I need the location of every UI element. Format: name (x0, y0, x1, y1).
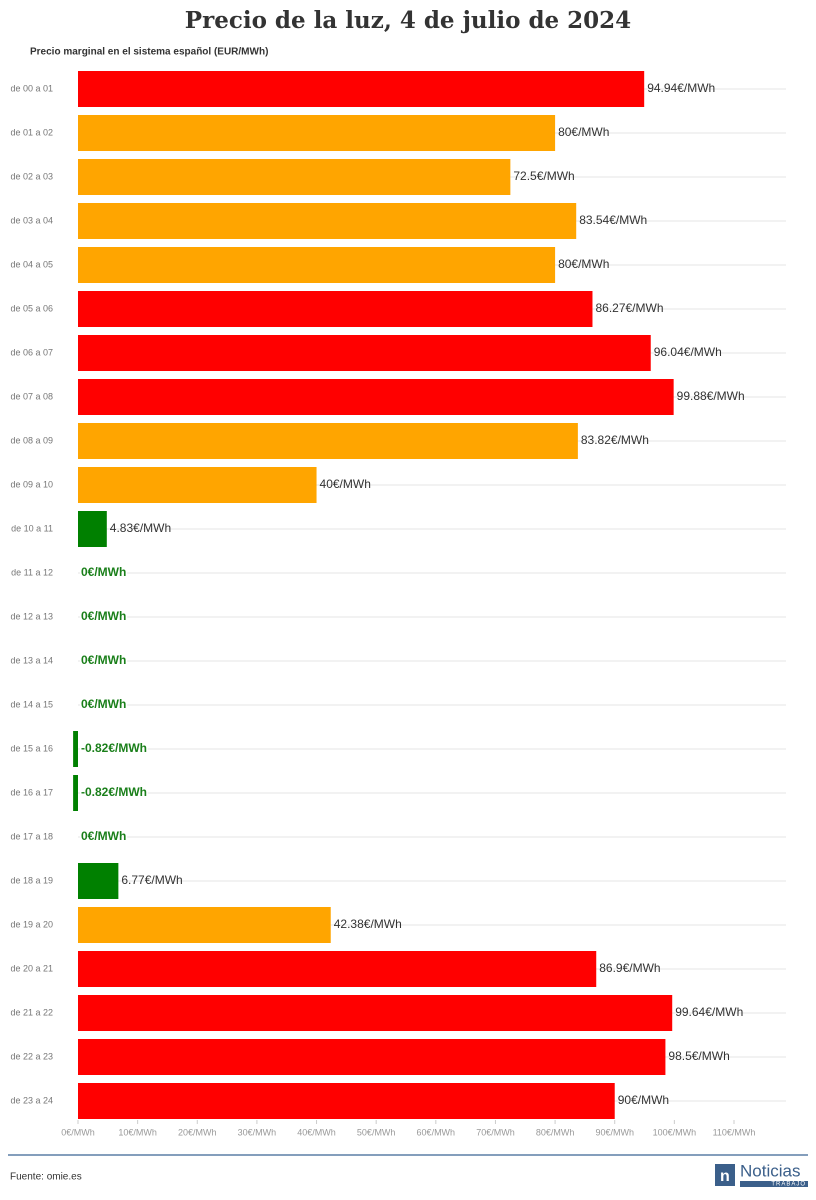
bar (78, 995, 673, 1031)
bar (73, 775, 78, 811)
bar (78, 1039, 666, 1075)
value-label: 0€/MWh (81, 829, 126, 843)
y-tick-label: de 20 a 21 (10, 963, 53, 973)
x-tick-label: 40€/MWh (297, 1127, 336, 1137)
x-tick-label: 70€/MWh (476, 1127, 515, 1137)
y-tick-label: de 09 a 10 (10, 479, 53, 489)
bar (73, 731, 78, 767)
x-tick-label: 100€/MWh (653, 1127, 697, 1137)
logo-icon-letter: n (720, 1168, 730, 1185)
value-label: 0€/MWh (81, 565, 126, 579)
y-tick-label: de 23 a 24 (10, 1095, 53, 1105)
y-tick-label: de 10 a 11 (11, 523, 53, 533)
y-tick-label: de 07 a 08 (10, 391, 53, 401)
y-tick-label: de 11 a 12 (11, 567, 53, 577)
value-label: 99.64€/MWh (675, 1005, 743, 1019)
bar (78, 511, 107, 547)
bar (78, 335, 651, 371)
bar (78, 863, 119, 899)
logo-icon (715, 1164, 735, 1186)
x-tick-label: 60€/MWh (417, 1127, 456, 1137)
value-label: 4.83€/MWh (110, 521, 171, 535)
x-tick-label: 30€/MWh (238, 1127, 277, 1137)
logo-name: Noticias (740, 1161, 800, 1180)
y-tick-label: de 21 a 22 (10, 1007, 53, 1017)
chart-subtitle: Precio marginal en el sistema español (E… (30, 47, 268, 58)
value-label: 90€/MWh (618, 1093, 669, 1107)
source: Fuente: omie.es (10, 1172, 82, 1183)
y-tick-label: de 01 a 02 (10, 127, 53, 137)
y-tick-label: de 00 a 01 (10, 83, 53, 93)
bar (78, 951, 597, 987)
y-tick-label: de 18 a 19 (10, 875, 53, 885)
value-label: 96.04€/MWh (654, 345, 722, 359)
y-tick-label: de 17 a 18 (10, 831, 53, 841)
value-label: 99.88€/MWh (677, 389, 745, 403)
value-label: 72.5€/MWh (513, 169, 574, 183)
value-label: 0€/MWh (81, 697, 126, 711)
bar (78, 423, 578, 459)
value-label: 0€/MWh (81, 609, 126, 623)
bar (78, 379, 674, 415)
value-label: -0.82€/MWh (81, 785, 147, 799)
x-tick-label: 110€/MWh (713, 1127, 756, 1137)
y-tick-label: de 19 a 20 (10, 919, 53, 929)
y-tick-label: de 15 a 16 (10, 743, 53, 753)
value-label: 94.94€/MWh (647, 81, 715, 95)
y-tick-label: de 22 a 23 (10, 1051, 53, 1061)
bar (78, 203, 577, 239)
bar (78, 1083, 615, 1119)
y-tick-label: de 14 a 15 (10, 699, 53, 709)
x-tick-label: 20€/MWh (178, 1127, 217, 1137)
logo-bar (740, 1181, 808, 1187)
y-tick-label: de 13 a 14 (10, 655, 53, 665)
bar (78, 907, 331, 943)
y-tick-label: de 03 a 04 (10, 215, 53, 225)
logo-sub: TRABAJO (771, 1182, 806, 1188)
value-label: 83.82€/MWh (581, 433, 649, 447)
bar (78, 467, 317, 503)
y-tick-label: de 08 a 09 (10, 435, 53, 445)
value-label: 80€/MWh (558, 257, 609, 271)
chart-title: Precio de la luz, 4 de julio de 2024 (185, 7, 631, 34)
value-label: 42.38€/MWh (334, 917, 402, 931)
x-tick-label: 10€/MWh (118, 1127, 157, 1137)
y-tick-label: de 12 a 13 (10, 611, 53, 621)
y-tick-label: de 16 a 17 (10, 787, 53, 797)
y-tick-label: de 05 a 06 (10, 303, 53, 313)
value-label: 0€/MWh (81, 653, 126, 667)
value-label: 86.27€/MWh (595, 301, 663, 315)
value-label: 83.54€/MWh (579, 213, 647, 227)
x-tick-label: 50€/MWh (357, 1127, 396, 1137)
value-label: -0.82€/MWh (81, 741, 147, 755)
x-tick-label: 80€/MWh (536, 1127, 575, 1137)
bar (78, 159, 511, 195)
bar (78, 291, 593, 327)
bar (78, 71, 645, 107)
y-tick-label: de 02 a 03 (10, 171, 53, 181)
x-tick-label: 0€/MWh (61, 1127, 95, 1137)
value-label: 6.77€/MWh (121, 873, 182, 887)
bar (78, 115, 556, 151)
y-tick-label: de 04 a 05 (10, 259, 53, 269)
value-label: 98.5€/MWh (668, 1049, 729, 1063)
value-label: 40€/MWh (320, 477, 371, 491)
bar (78, 247, 556, 283)
x-tick-label: 90€/MWh (595, 1127, 634, 1137)
value-label: 80€/MWh (558, 125, 609, 139)
y-tick-label: de 06 a 07 (10, 347, 53, 357)
value-label: 86.9€/MWh (599, 961, 660, 975)
